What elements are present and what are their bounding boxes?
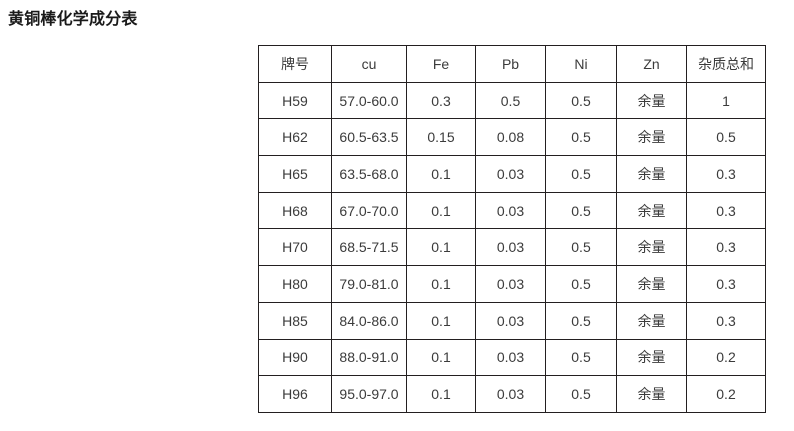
- table-row: H62 60.5-63.5 0.15 0.08 0.5 余量 0.5: [258, 118, 766, 157]
- value-cell: 0.03: [475, 155, 546, 193]
- value-cell: 0.3: [686, 301, 766, 340]
- column-header: Pb: [475, 45, 546, 83]
- value-cell: 63.5-68.0: [331, 155, 407, 193]
- table-row: H80 79.0-81.0 0.1 0.03 0.5 余量 0.3: [258, 265, 766, 303]
- value-cell: 0.5: [545, 265, 617, 303]
- value-cell: 余量: [616, 81, 687, 120]
- grade-cell: H62: [258, 118, 332, 157]
- table-row: H70 68.5-71.5 0.1 0.03 0.5 余量 0.3: [258, 228, 766, 267]
- value-cell: 0.03: [475, 228, 546, 267]
- value-cell: 0.5: [475, 81, 546, 120]
- table-row: H65 63.5-68.0 0.1 0.03 0.5 余量 0.3: [258, 155, 766, 193]
- value-cell: 余量: [616, 118, 687, 157]
- value-cell: 0.5: [545, 301, 617, 340]
- value-cell: 1: [686, 81, 766, 120]
- value-cell: 0.08: [475, 118, 546, 157]
- value-cell: 0.1: [406, 265, 476, 303]
- value-cell: 0.2: [686, 375, 766, 413]
- column-header: Ni: [545, 45, 617, 83]
- value-cell: 0.1: [406, 191, 476, 230]
- value-cell: 0.03: [475, 191, 546, 230]
- value-cell: 0.5: [545, 375, 617, 413]
- value-cell: 0.5: [545, 228, 617, 267]
- value-cell: 余量: [616, 228, 687, 267]
- grade-cell: H96: [258, 375, 332, 413]
- value-cell: 0.2: [686, 338, 766, 377]
- value-cell: 0.5: [545, 191, 617, 230]
- value-cell: 95.0-97.0: [331, 375, 407, 413]
- value-cell: 0.1: [406, 301, 476, 340]
- value-cell: 0.3: [686, 228, 766, 267]
- table-row: H85 84.0-86.0 0.1 0.03 0.5 余量 0.3: [258, 301, 766, 340]
- value-cell: 0.03: [475, 265, 546, 303]
- grade-cell: H90: [258, 338, 332, 377]
- grade-cell: H80: [258, 265, 332, 303]
- value-cell: 余量: [616, 155, 687, 193]
- value-cell: 67.0-70.0: [331, 191, 407, 230]
- value-cell: 0.1: [406, 375, 476, 413]
- column-header: Fe: [406, 45, 476, 83]
- brass-composition-table: 牌号 cu Fe Pb Ni Zn 杂质总和 H59 57.0-60.0 0.3 0.5 0.5 余量…: [258, 45, 766, 413]
- value-cell: 88.0-91.0: [331, 338, 407, 377]
- value-cell: 84.0-86.0: [331, 301, 407, 340]
- value-cell: 0.03: [475, 301, 546, 340]
- column-header: 杂质总和: [686, 45, 766, 83]
- value-cell: 0.5: [545, 81, 617, 120]
- column-header: Zn: [616, 45, 687, 83]
- composition-table-container: 牌号 cu Fe Pb Ni Zn 杂质总和 H59 57.0-60.0 0.3 0.5 0.5 余量…: [258, 45, 766, 413]
- value-cell: 0.1: [406, 228, 476, 267]
- value-cell: 79.0-81.0: [331, 265, 407, 303]
- value-cell: 0.3: [686, 191, 766, 230]
- value-cell: 0.5: [545, 338, 617, 377]
- value-cell: 57.0-60.0: [331, 81, 407, 120]
- value-cell: 0.3: [406, 81, 476, 120]
- value-cell: 余量: [616, 191, 687, 230]
- value-cell: 0.5: [686, 118, 766, 157]
- value-cell: 0.03: [475, 375, 546, 413]
- value-cell: 0.03: [475, 338, 546, 377]
- grade-cell: H85: [258, 301, 332, 340]
- grade-cell: H68: [258, 191, 332, 230]
- value-cell: 0.3: [686, 155, 766, 193]
- column-header: 牌号: [258, 45, 332, 83]
- value-cell: 余量: [616, 301, 687, 340]
- value-cell: 0.5: [545, 118, 617, 157]
- value-cell: 68.5-71.5: [331, 228, 407, 267]
- value-cell: 余量: [616, 265, 687, 303]
- table-row: H96 95.0-97.0 0.1 0.03 0.5 余量 0.2: [258, 375, 766, 413]
- value-cell: 60.5-63.5: [331, 118, 407, 157]
- grade-cell: H65: [258, 155, 332, 193]
- value-cell: 0.1: [406, 338, 476, 377]
- grade-cell: H59: [258, 81, 332, 120]
- grade-cell: H70: [258, 228, 332, 267]
- value-cell: 0.1: [406, 155, 476, 193]
- page-title: 黄铜棒化学成分表: [8, 11, 138, 28]
- table-row: H59 57.0-60.0 0.3 0.5 0.5 余量 1: [258, 81, 766, 120]
- value-cell: 0.3: [686, 265, 766, 303]
- value-cell: 余量: [616, 338, 687, 377]
- column-header: cu: [331, 45, 407, 83]
- value-cell: 余量: [616, 375, 687, 413]
- table-header-row: 牌号 cu Fe Pb Ni Zn 杂质总和: [258, 45, 766, 83]
- table-row: H90 88.0-91.0 0.1 0.03 0.5 余量 0.2: [258, 338, 766, 377]
- table-row: H68 67.0-70.0 0.1 0.03 0.5 余量 0.3: [258, 191, 766, 230]
- value-cell: 0.15: [406, 118, 476, 157]
- value-cell: 0.5: [545, 155, 617, 193]
